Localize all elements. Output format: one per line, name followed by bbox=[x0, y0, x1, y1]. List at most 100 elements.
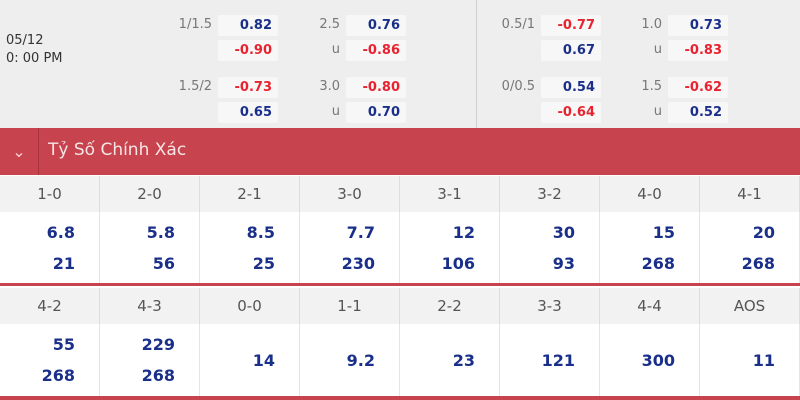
score-odds[interactable]: 12 bbox=[452, 222, 475, 242]
handicap-label: 3.0 bbox=[319, 79, 340, 94]
score-odds[interactable]: 30 bbox=[552, 222, 575, 242]
score-odds[interactable]: 23 bbox=[452, 350, 475, 370]
score-cell[interactable]: 7.7 230 bbox=[300, 212, 400, 283]
handicap-label: 1.0 bbox=[641, 17, 662, 32]
score-grid-1: 1-0 2-0 2-1 3-0 3-1 3-2 4-0 4-1 6.8 21 5.8 56 8.5 25 7… bbox=[0, 176, 800, 283]
score-odds[interactable]: 15 bbox=[652, 222, 675, 242]
section-title: Tỷ Số Chính Xác bbox=[48, 140, 187, 160]
score-cell[interactable]: 55 268 bbox=[0, 324, 100, 396]
score-label: 4-2 bbox=[0, 288, 100, 324]
match-time: 0: 00 PM bbox=[6, 51, 63, 66]
score-label: 3-3 bbox=[500, 288, 600, 324]
score-odds[interactable]: 56 bbox=[152, 253, 175, 273]
divider bbox=[476, 0, 477, 128]
score-odds[interactable]: 21 bbox=[52, 253, 75, 273]
score-value-row: 55 268 229 268 14 9.2 23 121 300 11 bbox=[0, 324, 800, 396]
score-label: 2-2 bbox=[400, 288, 500, 324]
separator bbox=[0, 283, 800, 286]
score-odds[interactable]: 25 bbox=[252, 253, 275, 273]
score-cell[interactable]: 20 268 bbox=[700, 212, 800, 283]
odds-value[interactable]: 0.82 bbox=[218, 15, 278, 36]
match-date: 05/12 bbox=[6, 33, 44, 48]
score-label: 4-4 bbox=[600, 288, 700, 324]
section-header[interactable]: ⌄ Tỷ Số Chính Xác bbox=[0, 128, 800, 175]
score-odds[interactable]: 268 bbox=[141, 366, 175, 385]
score-odds[interactable]: 5.8 bbox=[146, 222, 175, 242]
odds-value[interactable]: 0.73 bbox=[668, 15, 728, 36]
score-odds[interactable]: 230 bbox=[341, 253, 375, 273]
score-odds[interactable]: 121 bbox=[541, 350, 575, 370]
score-label: 4-1 bbox=[700, 176, 800, 212]
odds-value[interactable]: -0.73 bbox=[218, 77, 278, 98]
score-label: 0-0 bbox=[200, 288, 300, 324]
score-value-row: 6.8 21 5.8 56 8.5 25 7.7 230 12 106 30 93 15 268 20 268 bbox=[0, 212, 800, 283]
under-label: u bbox=[653, 104, 662, 119]
score-label: 4-0 bbox=[600, 176, 700, 212]
score-odds[interactable]: 8.5 bbox=[246, 222, 275, 242]
odds-value[interactable]: -0.80 bbox=[346, 77, 406, 98]
score-cell[interactable]: 9.2 bbox=[300, 324, 400, 396]
score-odds[interactable]: 7.7 bbox=[346, 222, 375, 242]
odds-value[interactable]: 0.67 bbox=[541, 40, 601, 61]
score-odds[interactable]: 229 bbox=[141, 335, 175, 354]
score-label: 2-0 bbox=[100, 176, 200, 212]
score-odds[interactable]: 93 bbox=[552, 253, 575, 273]
separator bbox=[0, 396, 800, 400]
score-odds[interactable]: 14 bbox=[252, 350, 275, 370]
score-label: 2-1 bbox=[200, 176, 300, 212]
odds-value[interactable]: -0.77 bbox=[541, 15, 601, 36]
score-cell[interactable]: 121 bbox=[500, 324, 600, 396]
score-header-row: 1-0 2-0 2-1 3-0 3-1 3-2 4-0 4-1 bbox=[0, 176, 800, 212]
score-odds[interactable]: 300 bbox=[641, 350, 675, 370]
odds-value[interactable]: -0.86 bbox=[346, 40, 406, 61]
odds-value[interactable]: 0.52 bbox=[668, 102, 728, 123]
score-label: 1-1 bbox=[300, 288, 400, 324]
odds-value[interactable]: 0.54 bbox=[541, 77, 601, 98]
score-cell[interactable]: 15 268 bbox=[600, 212, 700, 283]
score-odds[interactable]: 11 bbox=[752, 350, 775, 370]
handicap-label: 1.5/2 bbox=[178, 79, 212, 94]
chevron-down-icon[interactable]: ⌄ bbox=[0, 128, 39, 175]
score-odds[interactable]: 55 bbox=[52, 335, 75, 354]
odds-value[interactable]: -0.64 bbox=[541, 102, 601, 123]
score-cell[interactable]: 30 93 bbox=[500, 212, 600, 283]
handicap-label: 2.5 bbox=[319, 17, 340, 32]
handicap-label: 1/1.5 bbox=[178, 17, 212, 32]
score-cell[interactable]: 14 bbox=[200, 324, 300, 396]
under-label: u bbox=[331, 104, 340, 119]
score-label: AOS bbox=[700, 288, 800, 324]
odds-value[interactable]: -0.62 bbox=[668, 77, 728, 98]
score-odds[interactable]: 268 bbox=[41, 366, 75, 385]
score-cell[interactable]: 12 106 bbox=[400, 212, 500, 283]
handicap-label: 1.5 bbox=[641, 79, 662, 94]
score-label: 3-2 bbox=[500, 176, 600, 212]
odds-value[interactable]: 0.70 bbox=[346, 102, 406, 123]
score-label: 3-1 bbox=[400, 176, 500, 212]
score-odds[interactable]: 20 bbox=[752, 222, 775, 242]
odds-panel: 05/12 0: 00 PM 1/1.5 0.82 -0.90 2.5 u 0.76 -0.… bbox=[0, 0, 800, 128]
score-cell[interactable]: 11 bbox=[700, 324, 800, 396]
odds-value[interactable]: 0.65 bbox=[218, 102, 278, 123]
score-odds[interactable]: 6.8 bbox=[46, 222, 75, 242]
score-odds[interactable]: 268 bbox=[741, 253, 775, 273]
handicap-label: 0/0.5 bbox=[501, 79, 535, 94]
match-datetime: 05/12 0: 00 PM bbox=[6, 32, 63, 68]
score-odds[interactable]: 106 bbox=[441, 253, 475, 273]
score-cell[interactable]: 5.8 56 bbox=[100, 212, 200, 283]
score-label: 1-0 bbox=[0, 176, 100, 212]
odds-value[interactable]: -0.90 bbox=[218, 40, 278, 61]
score-odds[interactable]: 268 bbox=[641, 253, 675, 273]
score-cell[interactable]: 23 bbox=[400, 324, 500, 396]
score-label: 3-0 bbox=[300, 176, 400, 212]
score-cell[interactable]: 6.8 21 bbox=[0, 212, 100, 283]
under-label: u bbox=[653, 42, 662, 57]
score-grid-2: 4-2 4-3 0-0 1-1 2-2 3-3 4-4 AOS 55 268 229 268 14 9.2… bbox=[0, 288, 800, 396]
score-cell[interactable]: 8.5 25 bbox=[200, 212, 300, 283]
score-cell[interactable]: 300 bbox=[600, 324, 700, 396]
odds-value[interactable]: 0.76 bbox=[346, 15, 406, 36]
score-cell[interactable]: 229 268 bbox=[100, 324, 200, 396]
score-header-row: 4-2 4-3 0-0 1-1 2-2 3-3 4-4 AOS bbox=[0, 288, 800, 324]
handicap-label: 0.5/1 bbox=[501, 17, 535, 32]
odds-value[interactable]: -0.83 bbox=[668, 40, 728, 61]
score-odds[interactable]: 9.2 bbox=[346, 350, 375, 370]
